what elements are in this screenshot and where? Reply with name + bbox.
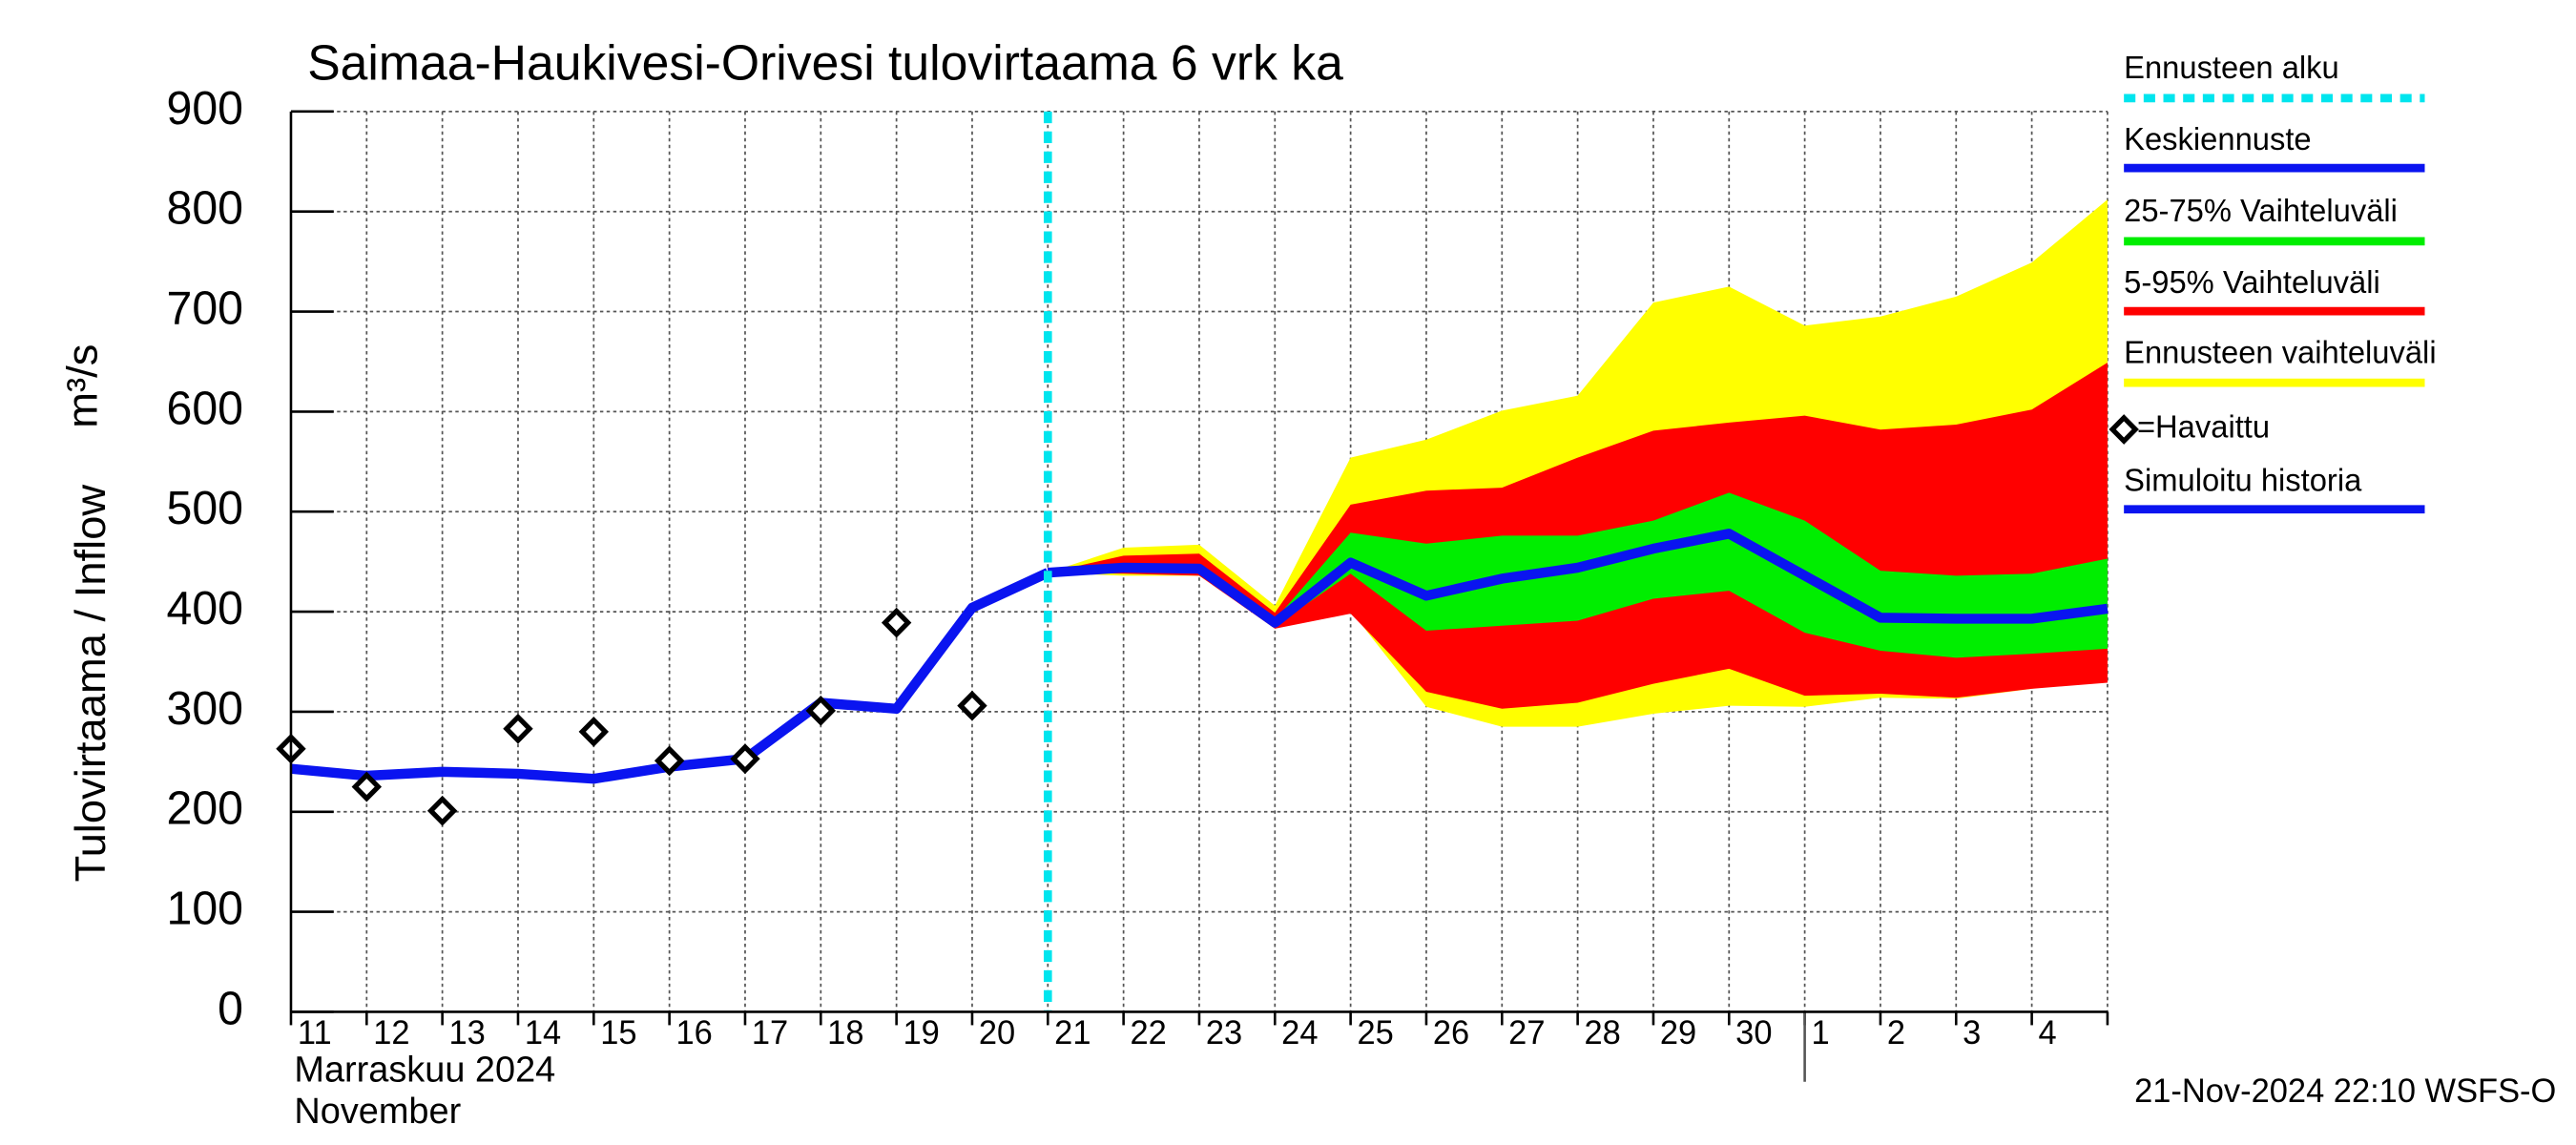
- x-tick-label: 16: [676, 1015, 713, 1051]
- chart-title: Saimaa-Haukivesi-Orivesi tulovirtaama 6 …: [307, 35, 1343, 91]
- x-tick-label: 28: [1585, 1015, 1621, 1051]
- x-tick-label: 18: [827, 1015, 863, 1051]
- legend-marker: [2109, 414, 2139, 445]
- y-tick-label: 900: [167, 83, 243, 135]
- x-tick-label: 27: [1508, 1015, 1545, 1051]
- x-tick-label: 21: [1054, 1015, 1091, 1051]
- x-tick-label: 19: [904, 1015, 940, 1051]
- observed-marker: [881, 607, 912, 638]
- x-tick-label: 20: [979, 1015, 1015, 1051]
- x-tick-label: 14: [525, 1015, 561, 1051]
- observed-marker: [654, 745, 685, 777]
- x-tick-label: 4: [2038, 1015, 2056, 1051]
- y-tick-label: 500: [167, 483, 243, 534]
- observed-marker: [730, 743, 760, 775]
- legend-label: =Havaittu: [2137, 409, 2270, 445]
- y-axis-unit: m³/s: [58, 344, 107, 428]
- observed-marker: [426, 795, 458, 826]
- x-tick-label: 22: [1131, 1015, 1167, 1051]
- y-tick-label: 0: [218, 983, 243, 1034]
- x-tick-label: 11: [298, 1015, 332, 1051]
- x-tick-label: 24: [1281, 1015, 1318, 1051]
- x-tick-label: 2: [1887, 1015, 1905, 1051]
- y-tick-label: 200: [167, 782, 243, 834]
- x-tick-label: 25: [1358, 1015, 1394, 1051]
- observed-marker: [351, 771, 383, 802]
- legend-label: 25-75% Vaihteluväli: [2124, 193, 2398, 228]
- legend-label: Ennusteen vaihteluväli: [2124, 334, 2436, 369]
- footer: 21-Nov-2024 22:10 WSFS-O: [2134, 1073, 2556, 1110]
- y-tick-label: 100: [167, 883, 243, 934]
- line: [1047, 529, 2109, 628]
- x-tick-label: 12: [373, 1015, 409, 1051]
- x-tick-label: 17: [752, 1015, 788, 1051]
- observed-marker: [578, 716, 610, 747]
- month-label-en: November: [294, 1091, 461, 1132]
- band: [1048, 492, 2108, 658]
- legend-label: 5-95% Vaihteluväli: [2124, 264, 2380, 300]
- y-tick-label: 300: [167, 683, 243, 735]
- observed-marker: [957, 690, 987, 721]
- legend-label: Ennusteen alku: [2124, 50, 2339, 85]
- observed-marker: [503, 713, 533, 744]
- y-tick-label: 700: [167, 282, 243, 334]
- y-axis-label: Tulovirtaama / Inflow: [66, 484, 114, 882]
- x-tick-label: 3: [1963, 1015, 1981, 1051]
- legend-label: Keskiennuste: [2124, 121, 2311, 156]
- observed-marker: [805, 695, 837, 726]
- x-tick-label: 30: [1735, 1015, 1772, 1051]
- x-tick-label: 1: [1812, 1015, 1830, 1051]
- x-tick-label: 23: [1206, 1015, 1242, 1051]
- y-tick-label: 600: [167, 383, 243, 434]
- legend-label: Simuloitu historia: [2124, 462, 2362, 497]
- month-label: Marraskuu 2024: [294, 1049, 555, 1090]
- x-tick-label: 26: [1433, 1015, 1469, 1051]
- x-tick-label: 15: [600, 1015, 636, 1051]
- y-tick-label: 400: [167, 583, 243, 635]
- y-tick-label: 800: [167, 182, 243, 234]
- x-tick-label: 13: [449, 1015, 486, 1051]
- x-tick-label: 29: [1660, 1015, 1696, 1051]
